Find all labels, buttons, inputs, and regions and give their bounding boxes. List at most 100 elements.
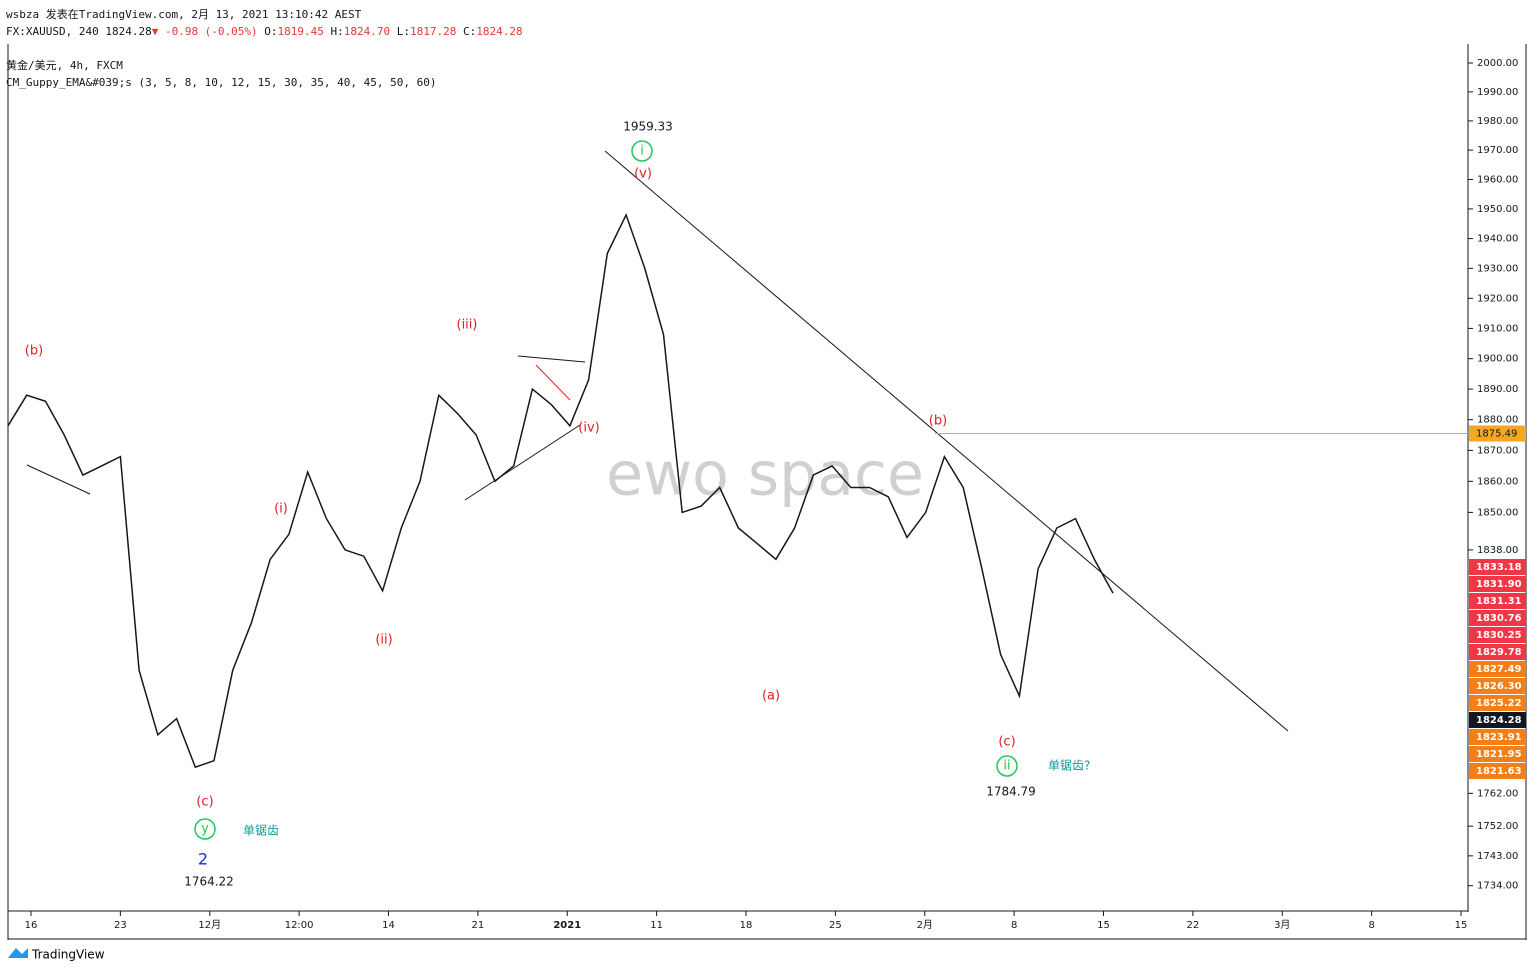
price-label-bg [1469,712,1526,728]
price-label-bg [1469,610,1526,626]
price-label: 1831.90 [1476,579,1522,590]
price-note: 1959.33 [623,120,673,134]
byline: wsbza 发表在TradingView.com, 2月 13, 2021 13… [6,8,362,21]
ohlc-value: 1824.70 [343,25,391,38]
ohlc-key: H: [330,25,344,38]
price-note: 1764.22 [184,875,234,889]
price-label-bg [1469,695,1526,711]
y-tick-label: 1880.00 [1477,415,1518,426]
price-note: 1784.79 [986,785,1036,799]
price-label: 1823.91 [1476,732,1522,743]
price-label: 1831.31 [1476,596,1522,607]
wave-label: (c) [998,735,1015,750]
x-tick-label: 11 [650,920,663,931]
x-tick-label: 2021 [553,920,581,931]
trend-line [517,355,586,363]
wave-label: (v) [634,167,652,182]
y-tick-label: 1860.00 [1477,476,1518,487]
x-tick-label: 18 [740,920,753,931]
footer: TradingView [8,948,105,962]
price-label: 1821.63 [1476,766,1522,777]
ohlc-key: O: [264,25,278,38]
y-tick-label: 1970.00 [1477,145,1518,156]
price-label-bg [1469,425,1526,442]
ohlc-key: L: [396,25,411,38]
x-tick-label: 14 [382,920,395,931]
y-tick-label: 1870.00 [1477,445,1518,456]
legend-indicator: CM_Guppy_EMA&#039;s (3, 5, 8, 10, 12, 15… [6,76,437,89]
symbol: FX:XAUUSD, 240 [6,25,99,38]
price-label: 1830.76 [1476,613,1522,624]
price-label: 1824.28 [1476,715,1522,726]
ohlc-value: 1819.45 [277,25,324,38]
change: ▼ -0.98 (-0.05%) [151,25,258,38]
price-label-bg [1469,559,1526,575]
price-label-bg [1469,576,1526,592]
wave-circle [631,140,653,162]
y-tick-label: 1900.00 [1477,354,1518,365]
price-label: 1833.18 [1476,562,1522,573]
legend-instrument: 黄金/美元, 4h, FXCM [6,59,123,72]
y-tick-label: 1920.00 [1477,293,1518,304]
price-label-bg [1469,593,1526,609]
price-label: 1830.25 [1476,630,1522,641]
logo [8,948,28,958]
y-tick-label: 2000.00 [1477,58,1518,69]
ohlc-value: 1824.28 [476,25,523,38]
watermark: ewo space [606,440,924,510]
price-label: 1829.78 [1476,647,1522,658]
wave-label: (b) [929,414,947,429]
y-tick-label: 1838.00 [1477,545,1518,556]
trend-line [604,150,1289,732]
ohlc-key: C: [463,25,477,38]
y-tick-label: 1890.00 [1477,384,1518,395]
y-tick-label: 1930.00 [1477,263,1518,274]
trend-line [464,424,581,501]
wave-circle [996,755,1018,777]
price-label: 1821.95 [1476,749,1522,760]
x-tick-label: 3月 [1274,919,1290,931]
x-tick-label: 23 [114,920,127,931]
price-label-bg [1469,729,1526,745]
x-tick-label: 25 [829,920,842,931]
wave-label: (a) [762,689,780,704]
price-line [7,212,1114,769]
wave-label: (i) [274,502,288,517]
wave-label: i [640,144,644,159]
x-tick-label: 8 [1368,920,1374,931]
wave-label: (b) [25,344,43,359]
price-label: 1827.49 [1476,664,1522,675]
x-tick-label: 15 [1455,920,1468,931]
y-tick-label: 1940.00 [1477,234,1518,245]
y-tick-label: 1990.00 [1477,87,1518,98]
last: 1824.28 [105,25,152,38]
y-tick-label: 1743.00 [1477,851,1518,862]
x-tick-label: 21 [472,920,485,931]
y-tick-label: 1734.00 [1477,881,1518,892]
price-label: 1825.22 [1476,698,1522,709]
wave-label: 2 [198,850,208,869]
y-tick-label: 1960.00 [1477,174,1518,185]
trend-line [535,364,571,401]
y-tick-label: 1950.00 [1477,204,1518,215]
price-label-bg [1469,763,1526,779]
x-tick-label: 12:00 [285,920,314,931]
wave-label: (iv) [578,421,599,436]
x-tick-label: 8 [1011,920,1017,931]
wave-label: (c) [196,795,213,810]
price-label: 1875.49 [1476,429,1517,440]
price-label-bg [1469,678,1526,694]
trend-line [26,464,91,495]
wave-label: 单锯齿? [1048,758,1090,773]
wave-label: y [201,822,209,837]
wave-circle [194,818,216,840]
wave-label: 单锯齿 [243,823,279,838]
price-label-bg [1469,627,1526,643]
x-tick-label: 2月 [917,919,933,931]
wave-label: (iii) [457,318,478,333]
x-tick-label: 15 [1097,920,1110,931]
x-tick-label: 12月 [198,919,221,931]
wave-label: (ii) [375,633,392,648]
